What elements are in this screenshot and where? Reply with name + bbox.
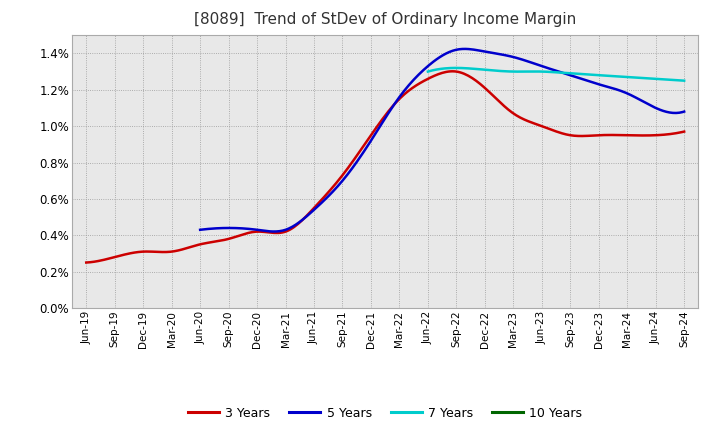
5 Years (485, 50, 494, 55)
3 Years (436, 71, 444, 76)
5 Years (680, 109, 688, 114)
5 Years (197, 227, 206, 232)
7 Years (657, 77, 665, 82)
3 Years (82, 260, 91, 265)
5 Years (270, 229, 279, 234)
5 Years (487, 50, 496, 55)
Line: 7 Years: 7 Years (428, 68, 684, 81)
7 Years (423, 69, 432, 74)
Line: 3 Years: 3 Years (86, 71, 684, 263)
7 Years (576, 71, 585, 77)
7 Years (640, 76, 649, 81)
Title: [8089]  Trend of StDev of Ordinary Income Margin: [8089] Trend of StDev of Ordinary Income… (194, 12, 576, 27)
7 Years (425, 69, 433, 74)
3 Years (680, 129, 688, 134)
3 Years (450, 69, 459, 74)
7 Years (452, 65, 461, 70)
7 Years (577, 72, 585, 77)
Legend: 3 Years, 5 Years, 7 Years, 10 Years: 3 Years, 5 Years, 7 Years, 10 Years (183, 402, 588, 425)
3 Years (588, 133, 596, 138)
5 Years (638, 98, 647, 103)
3 Years (448, 69, 456, 74)
5 Years (196, 227, 204, 232)
Line: 5 Years: 5 Years (200, 49, 684, 231)
3 Years (438, 70, 446, 76)
3 Years (84, 260, 93, 265)
7 Years (680, 78, 688, 83)
5 Years (495, 51, 504, 57)
7 Years (581, 72, 590, 77)
5 Years (607, 85, 616, 91)
3 Years (626, 132, 634, 138)
5 Years (459, 46, 468, 51)
